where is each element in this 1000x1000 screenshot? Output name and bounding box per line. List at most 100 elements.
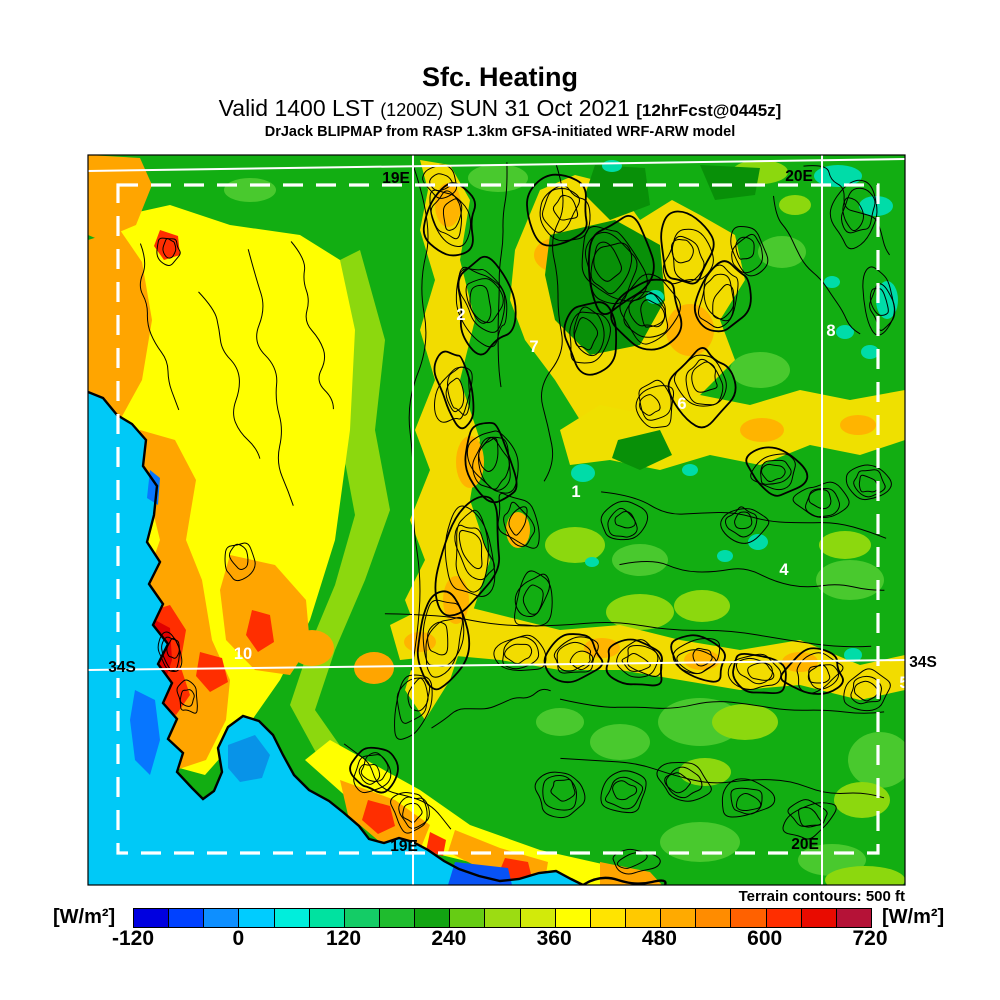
colorbar-cell (309, 909, 345, 927)
contour-line (735, 793, 762, 812)
terrain-contour-lines (139, 162, 896, 875)
contour-line (540, 164, 564, 482)
contour-line (845, 464, 892, 501)
contour-line (587, 215, 655, 316)
contour-line (698, 264, 739, 329)
colorbar-cell (625, 909, 662, 927)
colorbar-cell (169, 909, 205, 927)
colorbar-cell (696, 909, 732, 927)
contour-line (550, 779, 576, 802)
contour-line (176, 679, 198, 714)
contour-line (447, 366, 471, 416)
contour-line (427, 621, 449, 656)
contour-line (454, 524, 495, 581)
contour-line (349, 746, 399, 794)
contour-line (445, 377, 465, 413)
contour-line (660, 210, 715, 285)
contour-line (621, 652, 651, 672)
contour-line (869, 287, 889, 316)
contour-line (600, 500, 649, 541)
contour-line (543, 633, 604, 684)
contour-line (593, 241, 622, 282)
contour-line (730, 225, 769, 277)
contour-line (692, 647, 713, 667)
contour-line (469, 284, 492, 324)
contour-line (850, 675, 882, 705)
contour-line (605, 638, 663, 687)
heatmap-map: 19E 20E 19E 20E 34S 34S 2 7 8 6 1 4 10 5 (87, 154, 937, 886)
contour-line (787, 799, 828, 827)
valid-time-line: Valid 1400 LST (1200Z) SUN 31 Oct 2021 [… (0, 95, 1000, 121)
contour-line (472, 436, 511, 491)
colorbar-cell (590, 909, 626, 927)
contour-line (539, 185, 591, 242)
colorbar-cell (520, 909, 556, 927)
grid-label: 34S (909, 654, 937, 671)
contour-line (635, 385, 675, 429)
light-green-patches (224, 164, 905, 876)
terrain-contour-note: Terrain contours: 500 ft (738, 888, 905, 905)
contour-line (640, 299, 666, 328)
contour-line (563, 301, 618, 376)
coastline-east (582, 876, 667, 885)
site-label: 8 (826, 322, 835, 340)
contour-line (639, 394, 661, 416)
grid-label: 20E (785, 168, 813, 185)
contour-line (442, 198, 463, 231)
contour-line (552, 194, 579, 221)
header: Sfc. Heating Valid 1400 LST (1200Z) SUN … (0, 62, 1000, 141)
contour-line (760, 459, 792, 485)
contour-line (425, 616, 463, 678)
valid-zulu: (1200Z) (380, 100, 444, 121)
forecast-tag: [12hrFcst@0445z] (636, 101, 782, 121)
contour-line (724, 506, 758, 538)
contour-line (478, 437, 499, 472)
site-label: 4 (779, 561, 789, 579)
colorbar-cell (415, 909, 451, 927)
contour-line (712, 283, 735, 320)
contour-line (465, 278, 504, 324)
contour-line (805, 487, 841, 518)
colorbar-tick-label: 240 (431, 927, 467, 950)
contour-line (619, 273, 681, 345)
contour-line (224, 542, 256, 582)
contour-line (444, 505, 496, 597)
contour-line (676, 649, 717, 674)
colorbar-tick-label: 480 (641, 927, 677, 950)
contour-line (433, 366, 473, 423)
contour-line (396, 677, 431, 724)
contour-line (430, 190, 463, 240)
map-raster (88, 155, 905, 885)
contour-line (422, 164, 458, 199)
contour-line (735, 236, 755, 260)
colorbar-tick-label: -120 (111, 927, 155, 950)
page-title: Sfc. Heating (421, 62, 579, 92)
colorbar-cell (555, 909, 591, 927)
colorbar-cell (239, 909, 275, 927)
contour-line (458, 529, 483, 570)
contour-line (402, 802, 423, 823)
colorbar-cell (766, 909, 802, 927)
contour-line (573, 306, 605, 357)
contour-line (497, 493, 540, 549)
contour-line (747, 662, 775, 681)
yellow-green-patches (290, 160, 905, 885)
colorbar-cell (204, 909, 240, 927)
model-line: DrJack BLIPMAP from RASP 1.3km GFSA-init… (264, 124, 736, 141)
contour-line (390, 791, 428, 834)
contour-line (508, 506, 528, 536)
contour-line (541, 187, 580, 233)
contour-line (672, 637, 721, 675)
contour-line (840, 187, 876, 234)
domain-dashed-box (116, 183, 880, 855)
colorbar-tick-label: 120 (326, 927, 362, 950)
colorbar-tick-label: 360 (536, 927, 572, 950)
contour-line (619, 560, 885, 591)
contour-line (394, 674, 433, 740)
contour-line (559, 698, 885, 714)
contour-line (745, 446, 809, 497)
contour-line (466, 430, 519, 494)
contour-line (727, 653, 782, 691)
contour-line (542, 774, 577, 811)
contour-line (862, 266, 895, 336)
